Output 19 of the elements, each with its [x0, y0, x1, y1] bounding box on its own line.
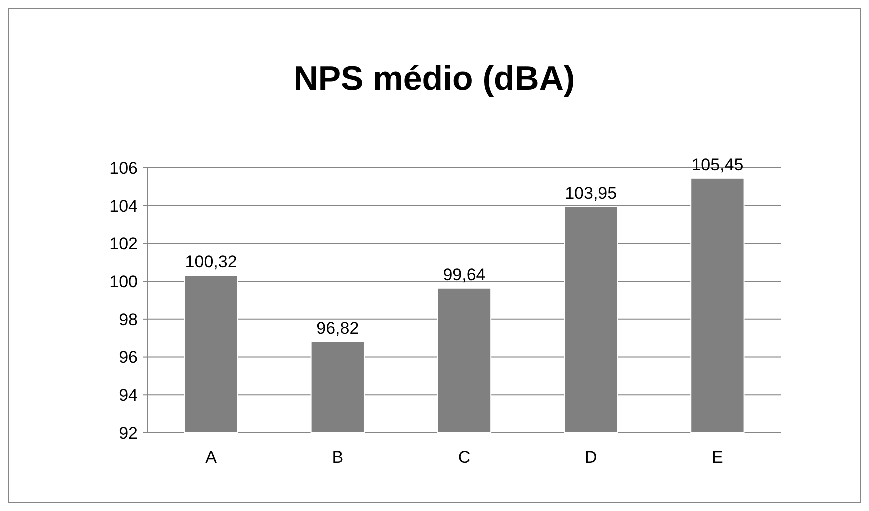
- y-tick-label: 94: [119, 386, 138, 406]
- data-label: 105,45: [692, 155, 744, 174]
- data-label: 103,95: [565, 184, 618, 203]
- data-label: 99,64: [443, 265, 486, 284]
- y-tick-label: 98: [119, 310, 138, 330]
- chart-title: NPS médio (dBA): [294, 60, 576, 98]
- y-tick-label: 106: [110, 158, 138, 178]
- x-tick-label: B: [332, 448, 344, 467]
- data-label: 100,32: [185, 252, 238, 272]
- x-tick-label: E: [712, 448, 724, 467]
- y-tick-label: 96: [119, 348, 138, 368]
- y-tick-label: 100: [110, 272, 138, 292]
- x-tick-label: C: [458, 448, 471, 467]
- y-tick-label: 104: [110, 196, 138, 216]
- y-tick-label: 92: [119, 424, 138, 443]
- y-tick-label: 102: [110, 234, 138, 254]
- data-label: 96,82: [316, 318, 360, 338]
- x-tick-label: A: [206, 448, 218, 467]
- x-tick-label: D: [584, 448, 598, 467]
